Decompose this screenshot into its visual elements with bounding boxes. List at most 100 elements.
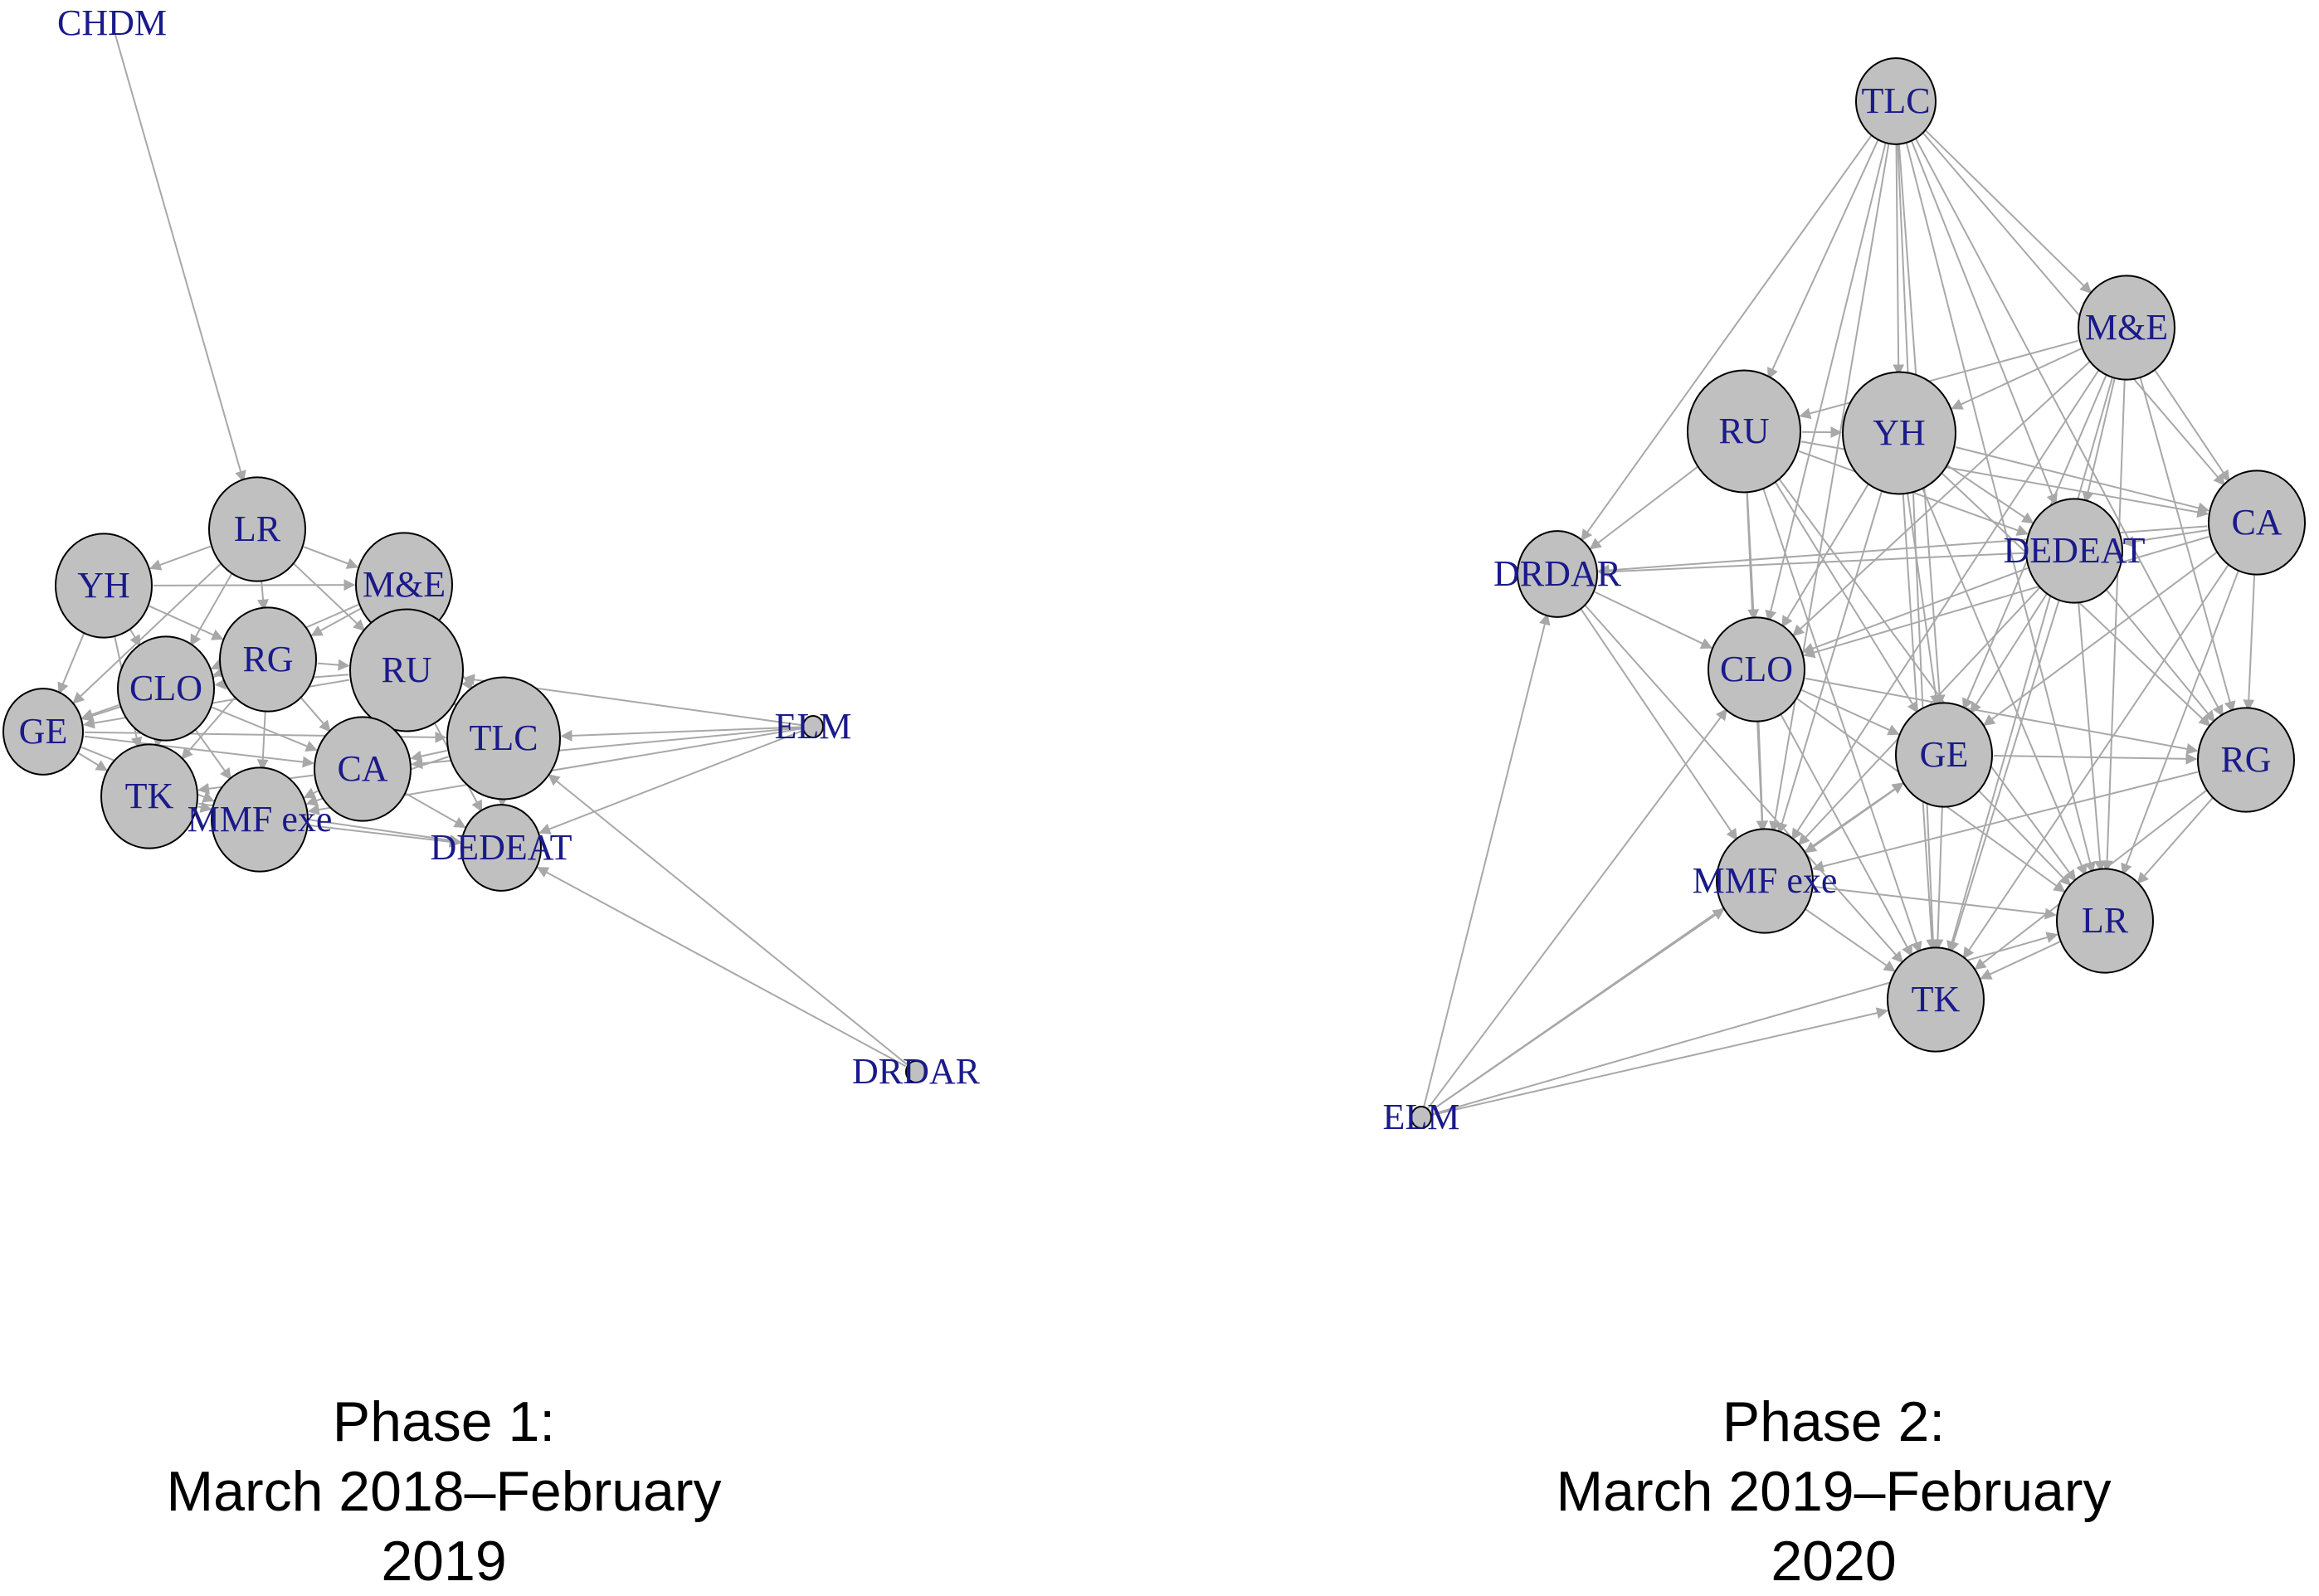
- edge-yh-to-ge: [59, 631, 85, 693]
- node-label: M&E: [2085, 307, 2168, 348]
- phase-1-caption-line-3: 2019: [29, 1526, 859, 1596]
- edge-clo-to-rg: [1805, 679, 2197, 751]
- edge-yh-to-mande: [153, 585, 354, 586]
- edge-tlc-to-mande: [1926, 130, 2092, 293]
- edge-lr-to-tk: [1980, 942, 2059, 978]
- edge-lr-to-rg: [261, 579, 264, 610]
- edge-ca-to-rg: [2248, 572, 2255, 710]
- node-label: RU: [381, 650, 431, 690]
- edge-mande-to-ca: [2154, 369, 2229, 481]
- edge-ca-to-dedeat: [406, 794, 465, 828]
- node-clo: CLO: [118, 636, 214, 740]
- node-ge: GE: [3, 689, 83, 775]
- phase-1-caption-line-2: March 2018–February: [29, 1457, 859, 1526]
- edge-drdar-to-clo: [1595, 592, 1712, 648]
- node-mande: M&E: [2078, 275, 2175, 379]
- node-label: CLO: [129, 668, 202, 708]
- node-ru: RU: [1688, 371, 1800, 493]
- node-drdar: DRDAR: [852, 1051, 981, 1092]
- edge-elm-to-dedeat: [540, 731, 802, 833]
- node-label: ELM: [775, 706, 852, 747]
- node-tlc: TLC: [1856, 58, 1936, 144]
- edge-tlc-to-rg: [1915, 138, 2222, 716]
- edge-mmf-exe-to-tk: [1805, 909, 1894, 971]
- edge-clo-to-tk: [1781, 713, 1912, 956]
- node-yh: YH: [1843, 372, 1956, 494]
- phase-1-edges: [59, 25, 907, 1066]
- node-label: TLC: [1861, 80, 1930, 121]
- edge-clo-to-ge: [82, 705, 119, 718]
- node-dedeat: DEDEAT: [2003, 499, 2145, 602]
- node-dedeat: DEDEAT: [430, 805, 572, 891]
- edge-chdm-to-lr: [113, 25, 244, 481]
- edge-tlc-to-yh: [1897, 143, 1899, 375]
- node-label: DEDEAT: [2003, 530, 2145, 571]
- node-label: GE: [19, 711, 68, 752]
- edge-ge-to-rg: [1994, 756, 2196, 759]
- phase-2-caption-line-1: Phase 2:: [1419, 1387, 2248, 1457]
- node-label: RU: [1718, 411, 1769, 451]
- node-label: CA: [2231, 502, 2282, 543]
- phase-2-caption: Phase 2: March 2019–February 2020: [1419, 1387, 2248, 1596]
- node-label: MMF exe: [1693, 860, 1838, 901]
- node-label: CHDM: [57, 2, 167, 43]
- node-chdm: CHDM: [57, 2, 167, 43]
- node-label: LR: [234, 508, 281, 549]
- node-label: RG: [2220, 739, 2271, 780]
- edge-yh-to-rg: [149, 606, 223, 640]
- edge-clo-to-mmf-exe: [195, 729, 231, 779]
- phase-1-nodes: CHDM LR YH M&E RG RU CLO GE TLC CA TK MMF exe DEDEAT…: [3, 2, 981, 1092]
- edge-yh-to-clo: [129, 628, 140, 645]
- node-tk: TK: [101, 744, 197, 848]
- phase-2-nodes: TLC M&E RU YH CA DEDEAT DRDAR CLO GE RG MMF exe LR T…: [1383, 58, 2305, 1137]
- node-drdar: DRDAR: [1493, 531, 1622, 617]
- edge-ge-to-tk: [1937, 805, 1942, 950]
- node-label: LR: [2082, 900, 2129, 941]
- node-label: MMF exe: [188, 799, 333, 839]
- node-clo: CLO: [1708, 617, 1805, 721]
- edge-tlc-to-ca: [412, 751, 447, 758]
- edge-lr-to-mande: [304, 547, 358, 567]
- node-label: CA: [337, 748, 387, 789]
- node-label: TLC: [469, 718, 538, 758]
- edge-drdar-to-mmf-exe: [1581, 608, 1737, 839]
- edge-drdar-to-tlc: [548, 775, 907, 1064]
- node-yh: YH: [56, 533, 152, 637]
- edge-lr-to-yh: [150, 547, 210, 569]
- node-lr: LR: [2057, 869, 2153, 972]
- edge-mande-to-tk: [1949, 376, 2112, 952]
- node-label: TK: [125, 776, 174, 816]
- phase-2-caption-line-2: March 2019–February: [1419, 1457, 2248, 1526]
- phase-1-caption: Phase 1: March 2018–February 2019: [29, 1387, 859, 1596]
- node-ru: RU: [350, 610, 463, 732]
- edge-mmf-exe-to-lr: [1815, 887, 2056, 915]
- node-label: M&E: [363, 564, 446, 605]
- phase-2-network: TLC M&E RU YH CA DEDEAT DRDAR CLO GE RG MMF exe LR T…: [1383, 58, 2305, 1137]
- edge-tlc-to-ru: [1768, 139, 1878, 378]
- phase-1-network: CHDM LR YH M&E RG RU CLO GE TLC CA TK MMF exe DEDEAT…: [3, 2, 981, 1092]
- node-label: YH: [77, 565, 130, 606]
- edge-rg-to-mmf-exe: [262, 709, 266, 770]
- node-mmf-exe: MMF exe: [188, 767, 333, 871]
- node-label: ELM: [1383, 1097, 1460, 1137]
- phase-2-caption-line-3: 2020: [1419, 1526, 2248, 1596]
- edge-rg-to-lr: [2138, 797, 2214, 883]
- node-label: DRDAR: [852, 1051, 981, 1092]
- edge-ca-to-mmf-exe: [304, 791, 318, 797]
- node-label: DEDEAT: [430, 827, 572, 868]
- phase-1-caption-line-1: Phase 1:: [29, 1387, 859, 1457]
- node-ca: CA: [2209, 470, 2305, 574]
- node-label: TK: [1912, 979, 1961, 1019]
- node-rg: RG: [2198, 708, 2294, 811]
- edge-rg-to-ca: [300, 697, 330, 731]
- edge-tlc-to-ca: [1923, 133, 2224, 484]
- node-label: YH: [1873, 412, 1926, 453]
- edge-drdar-to-dedeat: [538, 868, 906, 1067]
- node-label: DRDAR: [1493, 553, 1622, 594]
- edge-mande-to-lr: [2107, 377, 2125, 871]
- node-rg: RG: [220, 607, 316, 711]
- node-tk: TK: [1888, 947, 1984, 1051]
- node-ge: GE: [1896, 703, 1992, 806]
- node-elm: ELM: [1383, 1097, 1460, 1137]
